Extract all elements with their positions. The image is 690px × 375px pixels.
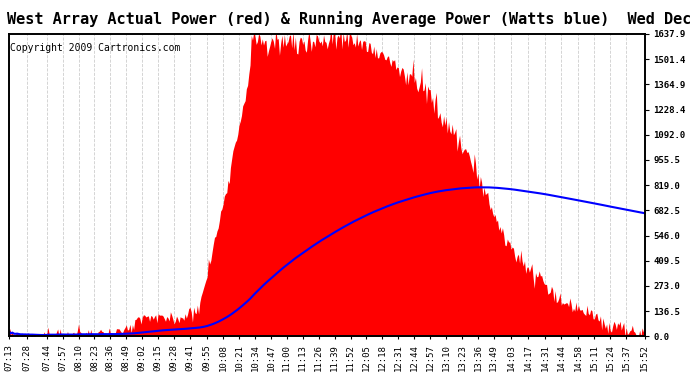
Text: West Array Actual Power (red) & Running Average Power (Watts blue)  Wed Dec 16 1: West Array Actual Power (red) & Running … [7,11,690,27]
Text: Copyright 2009 Cartronics.com: Copyright 2009 Cartronics.com [10,43,180,53]
